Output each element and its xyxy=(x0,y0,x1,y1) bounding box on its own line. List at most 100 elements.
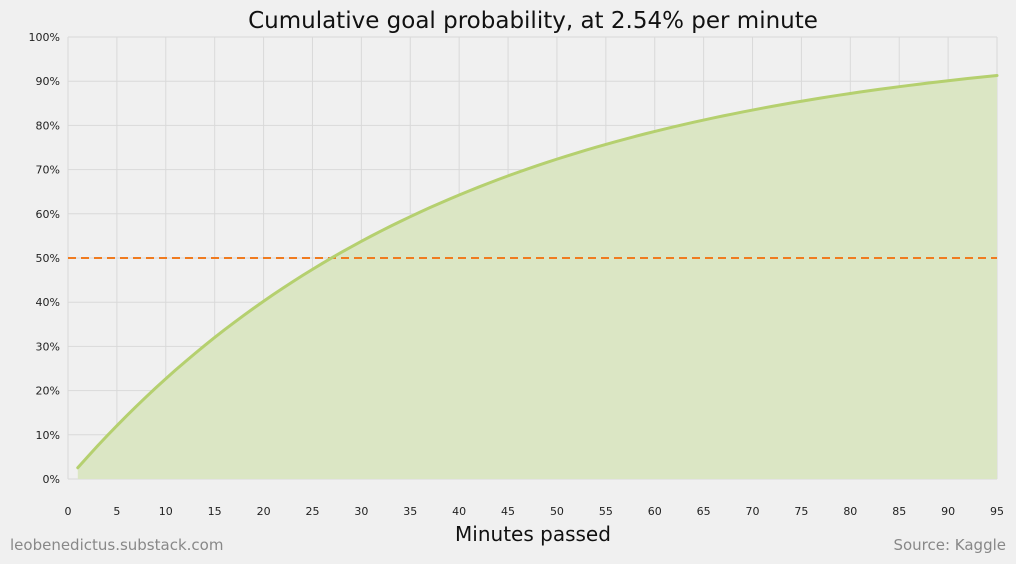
x-tick-label: 75 xyxy=(794,505,808,518)
data-point xyxy=(497,179,499,180)
data-point xyxy=(390,225,392,227)
data-point xyxy=(77,467,79,469)
y-tick-labels: 0% 10% 20% 30% 40% 50% 60% 70% 80% 90% 100% xyxy=(29,31,60,486)
data-point xyxy=(517,171,519,173)
data-point xyxy=(302,274,304,276)
x-tick-label: 25 xyxy=(305,505,319,518)
y-tick-label: 90% xyxy=(36,75,60,88)
data-point xyxy=(175,369,177,371)
x-tick-label: 20 xyxy=(257,505,271,518)
data-point xyxy=(409,216,411,218)
data-point xyxy=(321,262,323,264)
y-tick-label: 0% xyxy=(43,473,60,486)
x-tick-label: 5 xyxy=(113,505,120,518)
x-tick-label: 0 xyxy=(65,505,72,518)
x-tick-label: 65 xyxy=(697,505,711,518)
author-credit: leobenedictus.substack.com xyxy=(10,536,223,554)
x-tick-label: 40 xyxy=(452,505,466,518)
data-point xyxy=(722,115,724,117)
cumulative-area-fill xyxy=(77,75,997,479)
data-point xyxy=(116,425,118,427)
x-axis-label: Minutes passed xyxy=(455,522,611,546)
y-tick-label: 60% xyxy=(36,208,60,221)
x-tick-label: 55 xyxy=(599,505,613,518)
data-point xyxy=(761,107,763,109)
data-point xyxy=(986,75,988,77)
data-point xyxy=(947,80,949,82)
data-point xyxy=(595,146,597,148)
x-tick-label: 70 xyxy=(746,505,760,518)
chart-title: Cumulative goal probability, at 2.54% pe… xyxy=(248,8,818,34)
x-tick-label: 90 xyxy=(941,505,955,518)
data-point xyxy=(937,81,939,83)
data-point xyxy=(536,165,538,167)
data-point xyxy=(135,405,137,407)
data-point xyxy=(869,90,871,92)
data-point xyxy=(468,190,470,192)
data-point xyxy=(487,182,489,184)
data-point xyxy=(165,378,167,380)
data-point xyxy=(155,387,157,389)
data-point xyxy=(683,123,685,125)
source-credit: Source: Kaggle xyxy=(893,536,1006,554)
data-point xyxy=(752,109,754,111)
data-point xyxy=(96,445,98,447)
data-point xyxy=(263,300,265,302)
data-point xyxy=(223,329,225,331)
data-point xyxy=(184,361,186,363)
data-point xyxy=(673,126,675,128)
x-tick-label: 35 xyxy=(403,505,417,518)
x-tick-label: 60 xyxy=(648,505,662,518)
data-point xyxy=(879,88,881,90)
data-point xyxy=(214,336,216,338)
data-point xyxy=(888,87,890,89)
data-point xyxy=(439,202,441,204)
data-point xyxy=(634,135,636,137)
data-point xyxy=(742,111,744,113)
x-tick-labels: 0 5 10 15 20 25 30 35 40 45 50 55 60 65 70 75 80 85 90 95 xyxy=(65,505,1005,518)
y-tick-label: 50% xyxy=(36,252,60,265)
y-tick-label: 10% xyxy=(36,429,60,442)
data-point xyxy=(311,268,313,270)
x-tick-label: 30 xyxy=(354,505,368,518)
data-point xyxy=(615,141,617,143)
data-point xyxy=(712,117,714,119)
data-point xyxy=(360,240,362,242)
data-point xyxy=(576,152,578,154)
data-point xyxy=(458,194,460,196)
data-point xyxy=(399,220,401,222)
y-tick-label: 80% xyxy=(36,119,60,132)
data-point xyxy=(840,94,842,96)
data-point xyxy=(204,344,206,346)
data-point xyxy=(292,281,294,283)
data-point xyxy=(507,175,509,177)
data-point xyxy=(419,211,421,213)
data-point xyxy=(664,128,666,130)
x-tick-label: 10 xyxy=(159,505,173,518)
y-tick-label: 30% xyxy=(36,340,60,353)
x-tick-label: 50 xyxy=(550,505,564,518)
data-point xyxy=(781,104,783,106)
y-tick-label: 70% xyxy=(36,164,60,177)
x-tick-label: 85 xyxy=(892,505,906,518)
data-point xyxy=(341,251,343,253)
data-point xyxy=(771,105,773,107)
data-point xyxy=(928,82,930,84)
data-point xyxy=(732,113,734,115)
data-point xyxy=(800,100,802,102)
data-point xyxy=(996,74,998,76)
data-point xyxy=(87,456,89,458)
data-point xyxy=(849,92,851,94)
data-point xyxy=(820,97,822,99)
data-point xyxy=(282,287,284,289)
data-point xyxy=(272,294,274,296)
x-tick-label: 80 xyxy=(843,505,857,518)
data-point xyxy=(380,230,382,232)
data-point xyxy=(527,168,529,170)
data-point xyxy=(859,91,861,93)
data-point xyxy=(370,235,372,237)
data-point xyxy=(830,95,832,97)
data-point xyxy=(703,119,705,121)
data-point xyxy=(106,435,108,437)
